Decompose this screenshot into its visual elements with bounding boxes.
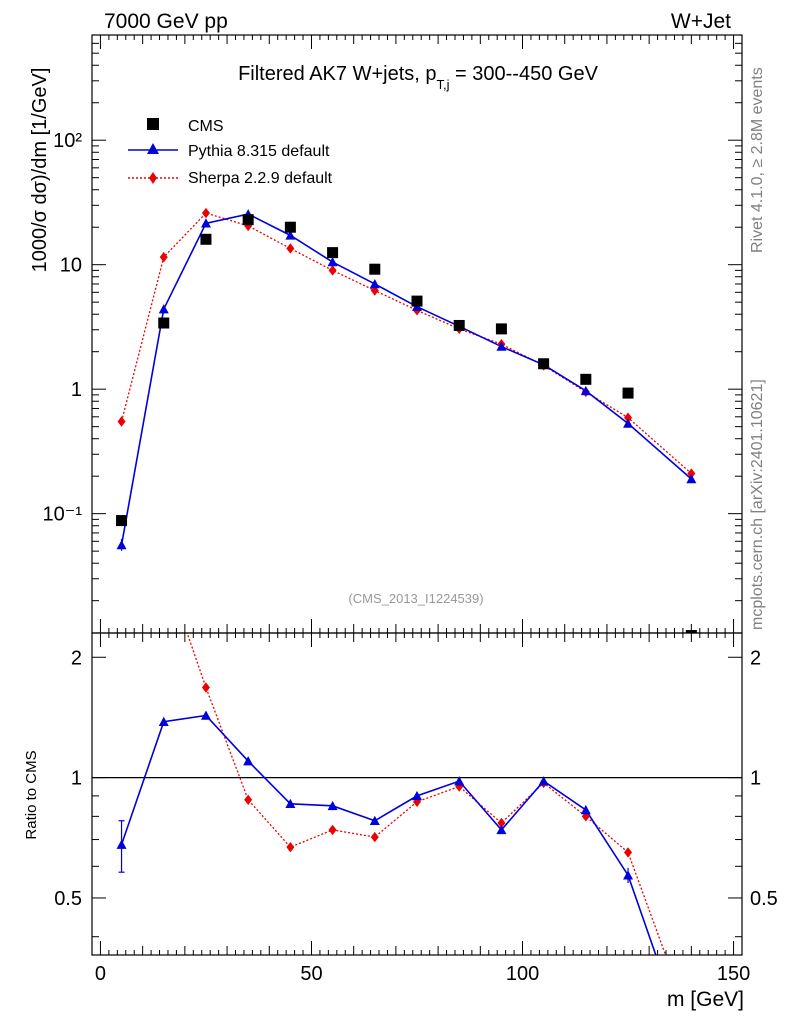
pythia-point	[200, 218, 211, 228]
x-tick-label-150: 150	[717, 963, 750, 985]
x-tick-label-100: 100	[506, 963, 539, 985]
cms-point	[242, 214, 254, 226]
main-title-suffix: = 300--450 GeV	[449, 63, 598, 85]
x-tick-labels: 0 50 100 150	[95, 963, 750, 985]
pythia-point	[580, 385, 591, 396]
cms-point	[116, 515, 128, 527]
pythia-point	[285, 230, 296, 240]
mcplots-label: mcplots.cern.ch [arXiv:2401.10621]	[749, 379, 766, 630]
axis-ticks	[92, 34, 742, 955]
pythia-point	[623, 418, 634, 428]
ratio-y-tick-label-2-right: 2	[750, 647, 761, 669]
main-y-tick-label-10: 10	[60, 255, 82, 277]
analysis-watermark: (CMS_2013_I1224539)	[348, 591, 483, 606]
x-axis-title: m [GeV]	[667, 988, 744, 1011]
sherpa-point	[328, 265, 337, 276]
cms-point	[495, 323, 507, 335]
cms-point	[369, 263, 381, 275]
ratio-y-tick-label-2: 2	[71, 647, 82, 669]
ratio-y-tick-labels-right: 0.5 1 2	[750, 647, 778, 910]
cms-point	[158, 317, 170, 329]
ratio-sherpa-point	[328, 824, 337, 836]
pythia-point	[327, 257, 338, 267]
pythia-point	[686, 473, 697, 484]
ratio-sherpa-point	[286, 841, 295, 853]
cms-point	[538, 358, 550, 370]
ratio-sherpa-point	[624, 847, 633, 858]
legend-sherpa-marker	[149, 172, 157, 184]
cms-point	[453, 319, 465, 331]
main-y-tick-label-1: 1	[71, 379, 82, 401]
cms-point	[327, 247, 339, 259]
pythia-point	[158, 304, 169, 314]
ratio-sherpa-point	[413, 796, 421, 807]
ratio-y-tick-label-0p5-right: 0.5	[750, 888, 778, 910]
rivet-label: Rivet 4.1.0, ≥ 2.8M events	[749, 67, 766, 253]
sherpa-point	[201, 207, 210, 219]
ratio-data-layer	[92, 454, 742, 1024]
main-title: Filtered AK7 W+jets, pT,j = 300--450 GeV	[238, 63, 599, 92]
ratio-sherpa-point	[244, 794, 253, 806]
legend-pythia-marker	[147, 143, 159, 154]
cms-point	[685, 630, 697, 633]
ratio-y-tick-label-1-right: 1	[750, 768, 761, 790]
main-y-tick-label-0p1: 10⁻¹	[43, 504, 83, 526]
ratio-sherpa-point	[370, 831, 379, 843]
ratio-sherpa-point	[497, 817, 506, 829]
main-y-tick-labels: 10⁻¹ 1 10 10²	[43, 130, 83, 525]
main-data-layer	[116, 207, 697, 633]
sherpa-point	[624, 412, 633, 423]
legend: CMS Pythia 8.315 default Sherpa 2.2.9 de…	[128, 118, 333, 187]
ratio-y-tick-label-0p5: 0.5	[54, 888, 82, 910]
ratio-sherpa-point	[118, 454, 126, 464]
sherpa-point	[159, 251, 168, 263]
ratio-y-axis-title: Ratio to CMS	[23, 750, 40, 839]
ratio-sherpa-point	[455, 781, 464, 792]
cms-point	[284, 221, 296, 233]
ratio-pythia-line	[120, 714, 657, 955]
main-title-sub: T,j	[436, 77, 449, 92]
header-right: W+Jet	[671, 10, 731, 33]
cms-point	[200, 233, 212, 245]
sherpa-line	[120, 212, 692, 475]
ratio-sherpa-point	[201, 682, 210, 693]
legend-cms-label: CMS	[188, 118, 224, 135]
ratio-frame	[91, 632, 743, 956]
legend-pythia-label: Pythia 8.315 default	[188, 143, 330, 160]
ratio-y-tick-labels: 0.5 1 2	[54, 647, 82, 910]
sherpa-point	[244, 220, 253, 232]
pythia-point	[496, 341, 507, 351]
ratio-y-tick-label-1: 1	[71, 768, 82, 790]
sherpa-point	[117, 416, 126, 427]
main-y-axis-title: 1000/σ dσ)/dm [1/GeV]	[29, 68, 51, 273]
main-y-tick-label-100: 10²	[53, 130, 82, 152]
cms-point	[580, 373, 592, 385]
cms-point	[411, 295, 423, 307]
sherpa-point	[687, 468, 696, 479]
x-tick-label-0: 0	[95, 963, 106, 985]
main-title-prefix: Filtered AK7 W+jets, p	[238, 63, 436, 85]
legend-cms-marker	[147, 118, 159, 130]
ratio-sherpa-point	[160, 560, 168, 570]
header-left: 7000 GeV pp	[104, 10, 228, 33]
pythia-line	[120, 213, 692, 546]
ratio-sherpa-line	[186, 633, 667, 955]
x-tick-label-50: 50	[300, 963, 322, 985]
sherpa-point	[286, 243, 295, 254]
legend-sherpa-label: Sherpa 2.2.9 default	[188, 170, 333, 187]
pythia-point	[369, 278, 380, 289]
ratio-sherpa-point	[687, 1020, 695, 1024]
cms-point	[622, 387, 634, 399]
